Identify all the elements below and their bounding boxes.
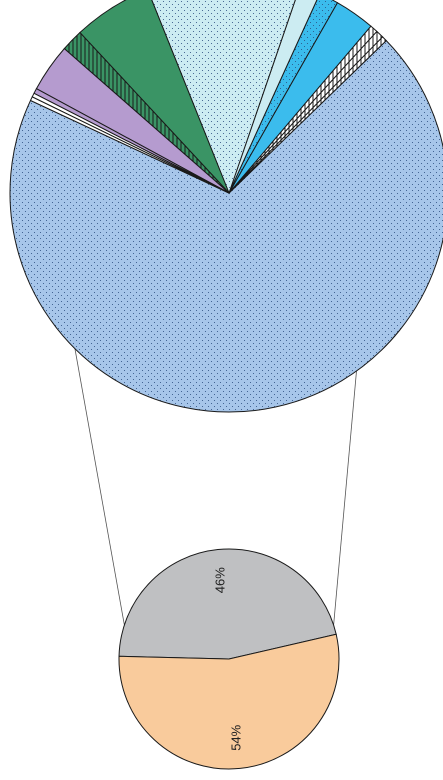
- main-pie: [9, 0, 443, 413]
- breakdown-label-1: 54%: [228, 724, 243, 750]
- breakdown-slice-0: [118, 548, 337, 660]
- breakdown-label-0: 46%: [212, 567, 227, 593]
- main-slice-pattern-0: [10, 40, 443, 412]
- breakdown-pie: 46% 54%: [118, 548, 340, 770]
- main-slice-4: [229, 2, 371, 194]
- main-slice-pattern-2: [229, 31, 383, 194]
- main-slice-pattern-1: [229, 36, 387, 193]
- breakdown-slice-1: [118, 633, 340, 770]
- main-slice-8: [79, 0, 229, 193]
- main-slice-pattern-9: [64, 32, 229, 193]
- main-slice-10: [36, 48, 230, 193]
- main-slice-outline-0: [9, 39, 443, 413]
- main-slice-outline-13: [29, 96, 230, 194]
- main-slice-pattern-3: [229, 26, 377, 193]
- main-slice-outline-5: [228, 0, 339, 194]
- main-slice-pattern-7: [151, 0, 296, 193]
